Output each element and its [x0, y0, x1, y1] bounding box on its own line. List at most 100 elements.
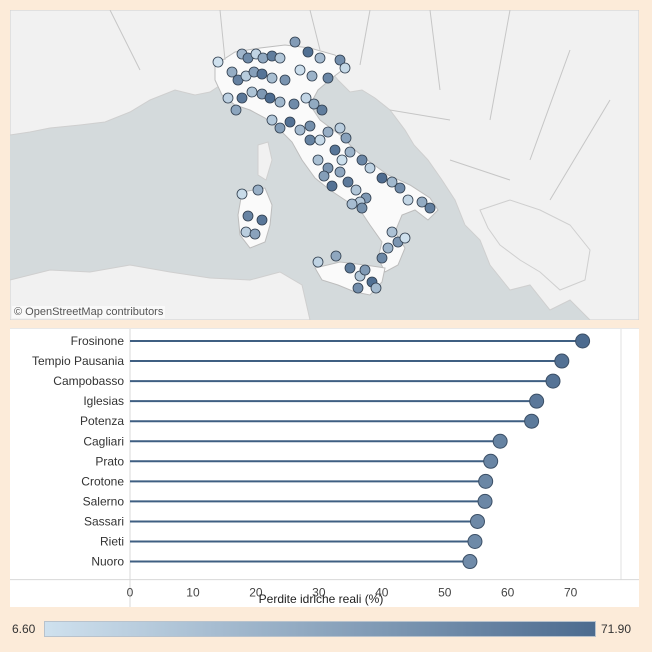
lollipop-dot[interactable] [529, 393, 545, 409]
lollipop-dot[interactable] [554, 353, 570, 369]
category-labels: Frosinone Tempio Pausania Campobasso Iglesi… [32, 334, 124, 569]
legend-gradient-bar [44, 621, 596, 637]
city-marker[interactable] [336, 154, 348, 166]
city-marker[interactable] [289, 36, 301, 48]
city-marker[interactable] [252, 184, 264, 196]
city-marker[interactable] [359, 264, 371, 276]
city-marker[interactable] [352, 282, 364, 294]
category-label: Tempio Pausania [32, 354, 124, 368]
city-marker[interactable] [308, 98, 320, 110]
city-marker[interactable] [236, 188, 248, 200]
city-marker[interactable] [304, 120, 316, 132]
city-marker[interactable] [350, 184, 362, 196]
x-tick-label: 20 [249, 586, 263, 600]
city-marker[interactable] [394, 182, 406, 194]
corsica-land [257, 141, 273, 181]
city-marker[interactable] [302, 46, 314, 58]
city-marker[interactable] [242, 210, 254, 222]
city-marker[interactable] [256, 214, 268, 226]
lollipop-dot[interactable] [469, 513, 485, 529]
city-marker[interactable] [304, 134, 316, 146]
lollipop-chart-panel: Frosinone Tempio Pausania Campobasso Iglesi… [10, 328, 639, 607]
city-marker[interactable] [294, 64, 306, 76]
city-marker[interactable] [226, 66, 238, 78]
legend-min-label: 6.60 [12, 622, 36, 636]
city-marker[interactable] [279, 74, 291, 86]
city-marker[interactable] [312, 256, 324, 268]
city-marker[interactable] [316, 104, 328, 116]
lollipop-dot[interactable] [545, 373, 561, 389]
lollipop-dot[interactable] [477, 493, 493, 509]
map-panel[interactable]: © OpenStreetMap contributors [10, 10, 639, 320]
city-marker[interactable] [330, 250, 342, 262]
city-marker[interactable] [342, 176, 354, 188]
city-marker[interactable] [416, 196, 428, 208]
city-marker[interactable] [306, 70, 318, 82]
city-marker[interactable] [344, 262, 356, 274]
lollipop-dot[interactable] [524, 413, 540, 429]
x-tick-label: 60 [501, 586, 515, 600]
city-marker[interactable] [339, 62, 351, 74]
x-tick-label: 70 [564, 586, 578, 600]
city-marker[interactable] [274, 52, 286, 64]
italy-map[interactable] [10, 10, 639, 320]
lollipop-marks[interactable] [130, 333, 591, 570]
city-marker[interactable] [264, 92, 276, 104]
city-marker[interactable] [230, 104, 242, 116]
city-marker[interactable] [376, 172, 388, 184]
lollipop-dot[interactable] [462, 554, 478, 570]
city-marker[interactable] [222, 92, 234, 104]
city-marker[interactable] [240, 226, 252, 238]
lollipop-dot[interactable] [575, 333, 591, 349]
x-axis-label: Perdite idriche reali (%) [259, 592, 384, 606]
city-marker[interactable] [246, 86, 258, 98]
city-marker[interactable] [344, 146, 356, 158]
city-marker[interactable] [274, 122, 286, 134]
city-marker[interactable] [329, 144, 341, 156]
city-marker[interactable] [322, 72, 334, 84]
city-marker[interactable] [340, 132, 352, 144]
city-marker[interactable] [314, 134, 326, 146]
city-marker[interactable] [266, 72, 278, 84]
city-marker[interactable] [212, 56, 224, 68]
city-marker[interactable] [300, 92, 312, 104]
city-marker[interactable] [399, 232, 411, 244]
lollipop-dot[interactable] [478, 473, 494, 489]
city-marker[interactable] [266, 114, 278, 126]
city-marker[interactable] [249, 228, 261, 240]
x-tick-label: 10 [186, 586, 200, 600]
city-marker[interactable] [288, 98, 300, 110]
city-marker[interactable] [424, 202, 436, 214]
city-marker[interactable] [382, 242, 394, 254]
x-axis-ticks: 0 10 20 30 40 50 60 70 [127, 586, 578, 600]
city-marker[interactable] [346, 198, 358, 210]
city-marker[interactable] [314, 52, 326, 64]
city-marker[interactable] [370, 282, 382, 294]
city-marker[interactable] [386, 226, 398, 238]
category-label: Potenza [80, 414, 124, 428]
city-marker[interactable] [318, 170, 330, 182]
lollipop-dot[interactable] [492, 433, 508, 449]
city-markers[interactable] [212, 36, 436, 294]
city-marker[interactable] [256, 68, 268, 80]
city-marker[interactable] [386, 176, 398, 188]
city-marker[interactable] [322, 126, 334, 138]
city-marker[interactable] [236, 92, 248, 104]
city-marker[interactable] [402, 194, 414, 206]
city-marker[interactable] [334, 122, 346, 134]
city-marker[interactable] [274, 96, 286, 108]
city-marker[interactable] [364, 162, 376, 174]
city-marker[interactable] [294, 124, 306, 136]
city-marker[interactable] [257, 52, 269, 64]
city-marker[interactable] [312, 154, 324, 166]
map-attribution[interactable]: © OpenStreetMap contributors [12, 306, 166, 318]
lollipop-dot[interactable] [467, 534, 483, 549]
lollipop-dot[interactable] [483, 453, 499, 469]
city-marker[interactable] [334, 166, 346, 178]
city-marker[interactable] [356, 154, 368, 166]
city-marker[interactable] [376, 252, 388, 264]
city-marker[interactable] [356, 202, 368, 214]
city-marker[interactable] [284, 116, 296, 128]
city-marker[interactable] [326, 180, 338, 192]
city-marker[interactable] [334, 54, 346, 66]
